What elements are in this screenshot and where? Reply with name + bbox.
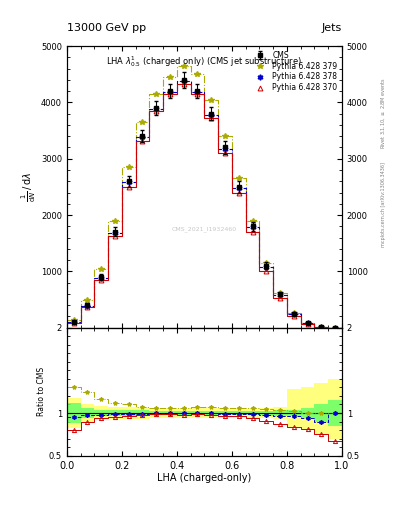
Y-axis label: $\frac{1}{\mathrm{d}N}\,/\,\mathrm{d}\lambda$: $\frac{1}{\mathrm{d}N}\,/\,\mathrm{d}\la… bbox=[20, 172, 38, 202]
Pythia 6.428 378 bbox=[182, 78, 186, 84]
Pythia 6.428 378 bbox=[168, 89, 173, 95]
Legend: CMS, Pythia 6.428 379, Pythia 6.428 378, Pythia 6.428 370: CMS, Pythia 6.428 379, Pythia 6.428 378,… bbox=[247, 48, 340, 95]
Line: Pythia 6.428 370: Pythia 6.428 370 bbox=[71, 82, 338, 330]
Pythia 6.428 378 bbox=[140, 134, 145, 140]
Pythia 6.428 370 bbox=[72, 320, 76, 326]
Text: CMS_2021_I1932460: CMS_2021_I1932460 bbox=[172, 226, 237, 232]
Text: LHA $\lambda^{1}_{0.5}$ (charged only) (CMS jet substructure): LHA $\lambda^{1}_{0.5}$ (charged only) (… bbox=[107, 55, 302, 70]
Pythia 6.428 379 bbox=[222, 133, 227, 139]
Pythia 6.428 370 bbox=[222, 150, 227, 156]
Pythia 6.428 378 bbox=[278, 292, 283, 298]
Line: Pythia 6.428 378: Pythia 6.428 378 bbox=[71, 78, 338, 330]
Pythia 6.428 370 bbox=[237, 189, 241, 196]
Pythia 6.428 379 bbox=[209, 96, 214, 102]
Pythia 6.428 378 bbox=[319, 324, 324, 330]
Pythia 6.428 378 bbox=[222, 145, 227, 152]
Text: mcplots.cern.ch [arXiv:1306.3436]: mcplots.cern.ch [arXiv:1306.3436] bbox=[381, 162, 386, 247]
Pythia 6.428 370 bbox=[154, 108, 159, 114]
Pythia 6.428 370 bbox=[292, 313, 296, 319]
Pythia 6.428 370 bbox=[278, 295, 283, 302]
Pythia 6.428 378 bbox=[113, 230, 118, 236]
Pythia 6.428 379 bbox=[278, 290, 283, 296]
Pythia 6.428 379 bbox=[264, 260, 269, 266]
Pythia 6.428 378 bbox=[72, 319, 76, 326]
Pythia 6.428 379 bbox=[292, 310, 296, 316]
Pythia 6.428 378 bbox=[292, 311, 296, 317]
Pythia 6.428 370 bbox=[113, 233, 118, 240]
Text: 13000 GeV pp: 13000 GeV pp bbox=[67, 23, 146, 33]
X-axis label: LHA (charged-only): LHA (charged-only) bbox=[157, 473, 252, 483]
Pythia 6.428 378 bbox=[209, 112, 214, 118]
Pythia 6.428 379 bbox=[182, 62, 186, 69]
Pythia 6.428 370 bbox=[333, 325, 338, 331]
Pythia 6.428 379 bbox=[72, 317, 76, 324]
Pythia 6.428 370 bbox=[182, 81, 186, 88]
Pythia 6.428 370 bbox=[319, 324, 324, 330]
Pythia 6.428 370 bbox=[99, 276, 104, 283]
Pythia 6.428 378 bbox=[99, 275, 104, 281]
Pythia 6.428 379 bbox=[319, 324, 324, 330]
Pythia 6.428 378 bbox=[127, 179, 131, 185]
Pythia 6.428 379 bbox=[99, 265, 104, 271]
Line: Pythia 6.428 379: Pythia 6.428 379 bbox=[71, 63, 338, 330]
Y-axis label: Ratio to CMS: Ratio to CMS bbox=[37, 367, 46, 416]
Pythia 6.428 378 bbox=[237, 185, 241, 191]
Pythia 6.428 378 bbox=[195, 89, 200, 95]
Pythia 6.428 370 bbox=[305, 321, 310, 327]
Pythia 6.428 378 bbox=[333, 325, 338, 331]
Pythia 6.428 379 bbox=[195, 71, 200, 77]
Pythia 6.428 379 bbox=[85, 296, 90, 303]
Pythia 6.428 370 bbox=[195, 91, 200, 97]
Pythia 6.428 379 bbox=[237, 175, 241, 182]
Pythia 6.428 378 bbox=[154, 106, 159, 112]
Pythia 6.428 370 bbox=[168, 91, 173, 97]
Pythia 6.428 379 bbox=[250, 218, 255, 224]
Pythia 6.428 378 bbox=[305, 321, 310, 327]
Pythia 6.428 378 bbox=[85, 303, 90, 309]
Pythia 6.428 370 bbox=[85, 304, 90, 310]
Pythia 6.428 370 bbox=[209, 115, 214, 121]
Pythia 6.428 379 bbox=[168, 74, 173, 80]
Pythia 6.428 370 bbox=[250, 229, 255, 235]
Text: Jets: Jets bbox=[321, 23, 342, 33]
Pythia 6.428 370 bbox=[264, 268, 269, 274]
Pythia 6.428 379 bbox=[333, 325, 338, 331]
Pythia 6.428 370 bbox=[127, 184, 131, 190]
Pythia 6.428 378 bbox=[264, 264, 269, 270]
Text: Rivet 3.1.10, $\geq$ 2.8M events: Rivet 3.1.10, $\geq$ 2.8M events bbox=[379, 77, 387, 148]
Pythia 6.428 379 bbox=[140, 119, 145, 125]
Pythia 6.428 370 bbox=[140, 138, 145, 144]
Pythia 6.428 379 bbox=[127, 164, 131, 170]
Pythia 6.428 378 bbox=[250, 224, 255, 230]
Pythia 6.428 379 bbox=[113, 218, 118, 224]
Pythia 6.428 379 bbox=[154, 91, 159, 97]
Pythia 6.428 379 bbox=[305, 320, 310, 326]
